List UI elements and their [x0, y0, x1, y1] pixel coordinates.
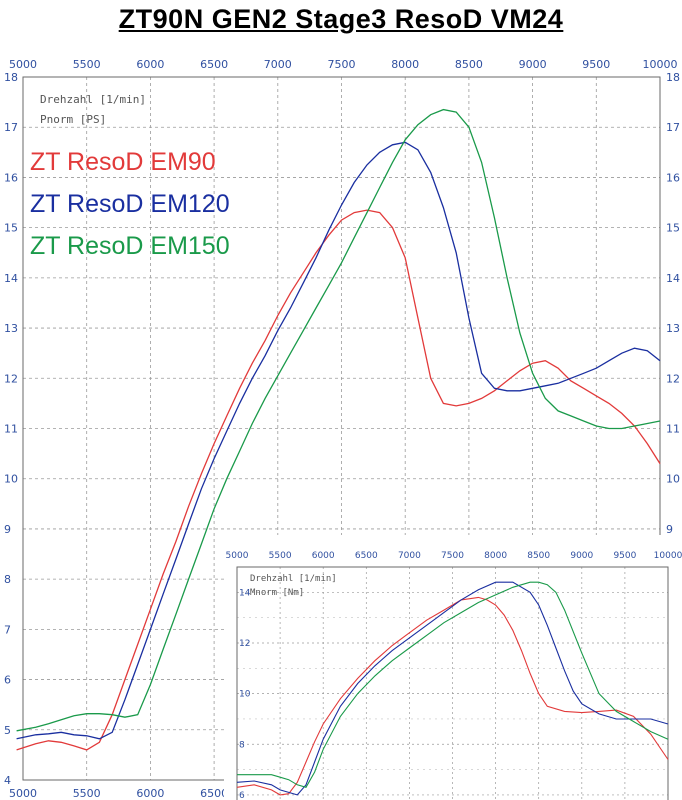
- power-series-line-1: [16, 209, 661, 751]
- x-tick-label-top: 6500: [200, 58, 228, 71]
- y-tick-label-right: 15: [666, 222, 680, 235]
- x-tick-label-top: 9000: [519, 58, 547, 71]
- y-tick-label-left: 15: [4, 222, 18, 235]
- y-tick-label-left: 9: [4, 523, 11, 536]
- x-tick-label-top: 10000: [643, 58, 678, 71]
- y-tick-label-left: 8: [4, 573, 11, 586]
- torque-series-line-2: [236, 581, 669, 796]
- x-tick-label-top: 8500: [455, 58, 483, 71]
- y-tick-label-right: 14: [666, 272, 680, 285]
- torque-y-tick-label: 6: [239, 791, 245, 800]
- torque-x-tick-label: 7000: [398, 551, 421, 561]
- x-tick-label-top: 7000: [264, 58, 292, 71]
- legend-entry-1: ZT ResoD EM90: [30, 148, 216, 176]
- torque-plot: 5000 5500 6000 6500 7000 7500 8000 8500 9000 9500…: [224, 535, 682, 800]
- y-tick-label-left: 11: [4, 423, 18, 436]
- y-tick-label-right: 9: [666, 523, 673, 536]
- y-tick-label-left: 14: [4, 272, 18, 285]
- y-tick-label-right: 12: [666, 372, 680, 385]
- y-tick-label-right: 16: [666, 171, 680, 184]
- torque-x-tick-label: 10000: [654, 551, 682, 561]
- power-series-line-3: [16, 108, 661, 732]
- torque-x-tick-label: 7500: [441, 551, 464, 561]
- torque-plot-background: [224, 535, 682, 800]
- x-tick-label-bottom: 5500: [73, 787, 101, 800]
- x-tick-label-top: 9500: [582, 58, 610, 71]
- y-axis-label: Pnorm [PS]: [40, 113, 106, 126]
- y-tick-label-right: 17: [666, 121, 680, 134]
- power-series-line-2: [16, 141, 661, 740]
- torque-y-tick-label: 12: [239, 639, 250, 649]
- legend-entry-2: ZT ResoD EM120: [30, 190, 230, 218]
- x-tick-label-top: 5000: [9, 58, 37, 71]
- x-tick-label-top: 7500: [328, 58, 356, 71]
- legend-entry-3: ZT ResoD EM150: [30, 232, 230, 260]
- torque-x-tick-label: 5000: [226, 551, 249, 561]
- torque-y-tick-label: 10: [239, 690, 251, 700]
- page-title: ZT90N GEN2 Stage3 ResoD VM24: [118, 4, 564, 34]
- torque-x-tick-label: 6000: [312, 551, 335, 561]
- torque-plot-frame: [236, 566, 669, 800]
- y-tick-label-left: 12: [4, 372, 18, 385]
- y-tick-label-left: 16: [4, 171, 18, 184]
- y-tick-label-left: 4: [4, 774, 11, 787]
- x-tick-label-top: 5500: [73, 58, 101, 71]
- torque-x-tick-label: 8000: [484, 551, 507, 561]
- y-tick-label-left: 6: [4, 674, 11, 687]
- torque-x-tick-label: 6500: [355, 551, 378, 561]
- torque-y-tick-label: 8: [239, 740, 245, 750]
- y-tick-label-left: 5: [4, 724, 11, 737]
- y-tick-label-left: 7: [4, 623, 11, 636]
- y-tick-label-right: 11: [666, 423, 680, 436]
- torque-y-axis-label: Mnorm [Nm]: [250, 588, 304, 598]
- x-tick-label-bottom: 6500: [200, 787, 228, 800]
- y-tick-label-right: 18: [666, 71, 680, 84]
- torque-x-tick-label: 5500: [269, 551, 292, 561]
- x-tick-label-bottom: 5000: [9, 787, 37, 800]
- y-tick-label-left: 10: [4, 473, 18, 486]
- y-tick-label-left: 18: [4, 71, 18, 84]
- x-tick-label-bottom: 6000: [136, 787, 164, 800]
- x-tick-label-top: 8000: [391, 58, 419, 71]
- torque-x-tick-label: 9500: [613, 551, 636, 561]
- y-tick-label-right: 10: [666, 473, 680, 486]
- torque-x-axis-label: Drehzahl [1/min]: [250, 574, 337, 584]
- x-axis-label: Drehzahl [1/min]: [40, 93, 146, 106]
- y-tick-label-left: 17: [4, 121, 18, 134]
- torque-x-tick-label: 8500: [527, 551, 550, 561]
- y-tick-label-left: 13: [4, 322, 18, 335]
- torque-series-line-3: [237, 581, 669, 788]
- torque-y-tick-label: 14: [239, 588, 251, 598]
- y-tick-label-right: 13: [666, 322, 680, 335]
- x-tick-label-top: 6000: [136, 58, 164, 71]
- power-legend: ZT ResoD EM90 ZT ResoD EM120 ZT ResoD EM15…: [30, 148, 230, 260]
- torque-x-tick-label: 9000: [570, 551, 593, 561]
